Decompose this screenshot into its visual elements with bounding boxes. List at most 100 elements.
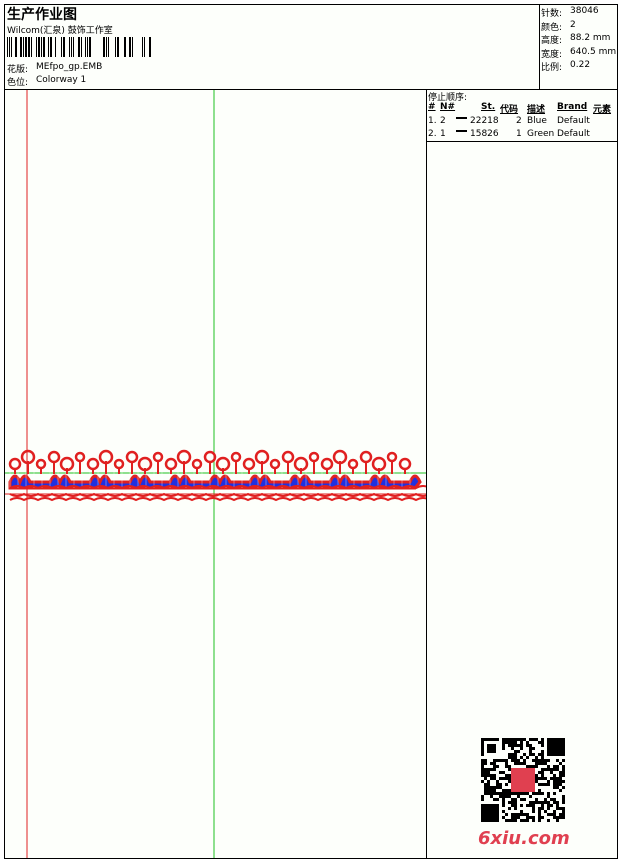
shape [526, 765, 529, 768]
shape [490, 777, 493, 780]
shape [481, 753, 484, 756]
shape [487, 813, 490, 816]
shape [490, 795, 493, 798]
shape [69, 37, 70, 57]
shape [496, 786, 499, 789]
shape [532, 753, 535, 756]
shape [106, 37, 107, 57]
shape [550, 750, 553, 753]
shape [108, 37, 109, 57]
shape [490, 762, 493, 765]
shape [538, 816, 541, 819]
description: Green [527, 129, 555, 139]
shape [547, 750, 550, 753]
shape [61, 37, 62, 57]
shape [493, 786, 496, 789]
shape [538, 741, 541, 744]
shape [281, 450, 295, 464]
shape [502, 759, 505, 762]
shape [526, 813, 529, 816]
shape [520, 762, 523, 765]
shape [523, 759, 526, 762]
shape [113, 458, 125, 470]
shape [517, 750, 520, 753]
shape [526, 792, 529, 795]
shape [562, 795, 565, 798]
shape [508, 780, 511, 783]
shape [508, 756, 511, 759]
shape [511, 753, 514, 756]
shape [538, 807, 541, 810]
shape [556, 753, 559, 756]
stitches: 22218 [470, 116, 499, 126]
shape [559, 747, 562, 750]
shape [81, 37, 82, 57]
shape [487, 783, 490, 786]
shape [41, 37, 42, 57]
color-swatch [456, 117, 467, 119]
shape [508, 792, 511, 795]
shape [541, 750, 544, 753]
shape [496, 804, 499, 807]
shape [132, 37, 133, 57]
shape [508, 753, 511, 756]
stat-label: 针数: [541, 9, 563, 19]
shape [152, 451, 164, 463]
shape [508, 774, 511, 777]
shape [48, 37, 49, 57]
shape [541, 807, 544, 810]
shape [35, 458, 47, 470]
shape [550, 741, 553, 744]
shape [526, 819, 529, 822]
shape [9, 492, 426, 497]
stat-value: 88.2 mm [570, 33, 611, 43]
shape [514, 753, 517, 756]
shape [559, 753, 562, 756]
shape [124, 37, 126, 57]
shape [553, 753, 556, 756]
shape [523, 792, 526, 795]
shape [36, 37, 37, 57]
shape [481, 819, 484, 822]
shape [547, 813, 550, 816]
shape [541, 768, 544, 771]
shape [493, 750, 496, 753]
shape [508, 807, 511, 810]
shape [490, 768, 493, 771]
shape [538, 777, 541, 780]
shape [556, 738, 559, 741]
shape [508, 819, 511, 822]
shape [50, 37, 52, 57]
shape [553, 783, 556, 786]
shape [496, 816, 499, 819]
shape [529, 753, 532, 756]
shape [511, 804, 514, 807]
shape [559, 813, 562, 816]
shape [511, 813, 514, 816]
shape [511, 738, 514, 741]
shape [550, 777, 553, 780]
shape [484, 807, 487, 810]
shape [487, 771, 490, 774]
shape [484, 810, 487, 813]
shape [514, 804, 517, 807]
shape [550, 804, 553, 807]
shape [496, 765, 499, 768]
shape [493, 816, 496, 819]
shape [505, 777, 508, 780]
design-preview [5, 90, 426, 858]
shape [502, 792, 505, 795]
shape [562, 768, 565, 771]
shape [490, 738, 493, 741]
shape [556, 750, 559, 753]
shape [547, 804, 550, 807]
shape [514, 741, 517, 744]
column-header: # [428, 102, 436, 112]
shape [481, 798, 484, 801]
shape [544, 810, 547, 813]
shape [553, 741, 556, 744]
stat-value: 640.5 mm [570, 46, 617, 57]
shape [191, 458, 203, 470]
shape [505, 774, 508, 777]
shape [556, 780, 559, 783]
